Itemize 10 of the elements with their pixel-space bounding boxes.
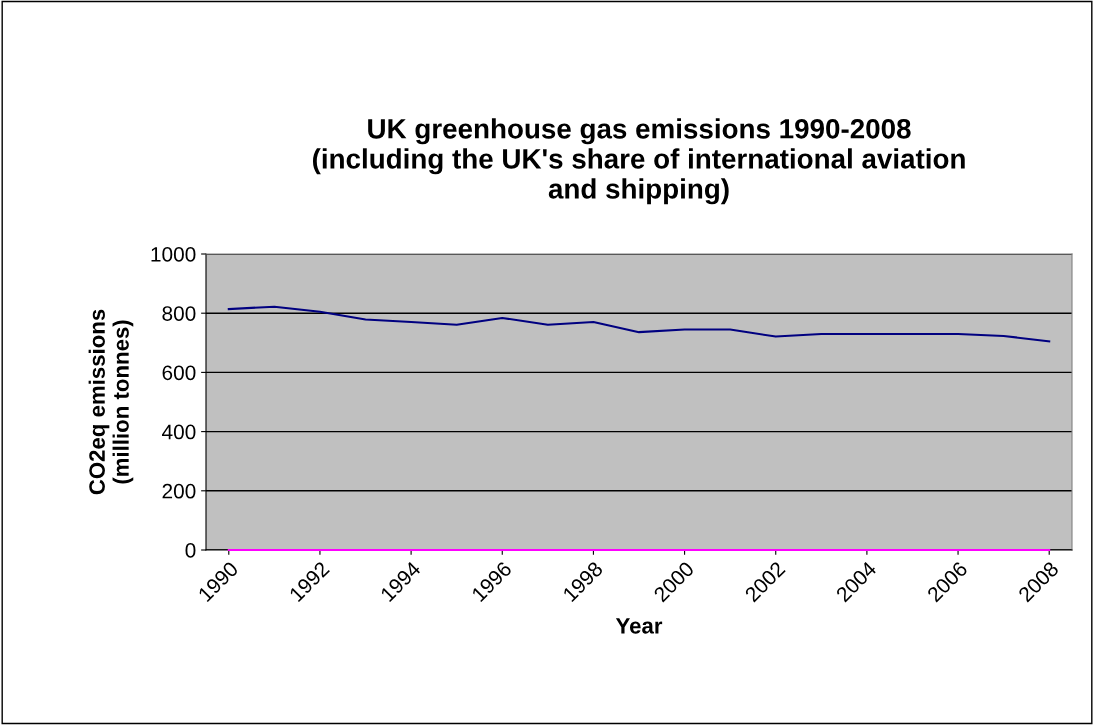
- y-tick-label: 800: [162, 306, 196, 321]
- line-series: [227, 305, 1051, 343]
- chart-title: UK greenhouse gas emissions 1990-2008 (including the UK's share of international aviation and shipping): [313, 118, 965, 205]
- y-tick-label: 0: [185, 543, 196, 558]
- y-tick-label: 600: [162, 365, 196, 381]
- y-tick-label: 200: [162, 483, 196, 499]
- y-axis-title: CO2eq emissions (million tonnes): [88, 309, 134, 495]
- x-axis-title: Year: [615, 618, 663, 634]
- y-tick-label: 400: [162, 424, 196, 440]
- y-tick-label: 1000: [151, 247, 196, 262]
